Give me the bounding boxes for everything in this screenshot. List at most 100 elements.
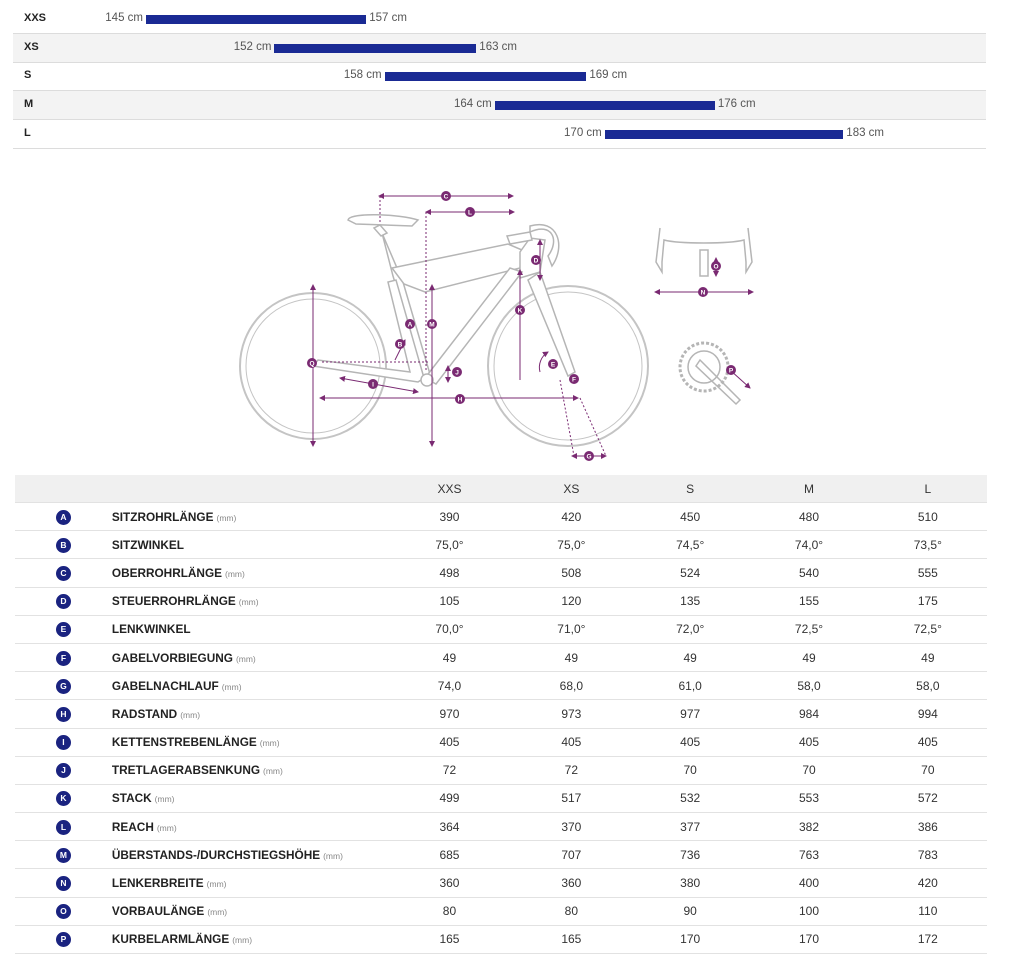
value-cell-l: 405 <box>868 727 987 757</box>
value-cell-l: 175 <box>868 586 987 616</box>
table-row: O VORBAULÄNGE (mm) 80 80 90 100 110 <box>15 896 987 926</box>
table-row: C OBERROHRLÄNGE (mm) 498 508 524 540 555 <box>15 558 987 588</box>
dimension-badge-k: K <box>515 305 525 315</box>
dimension-badge-b: B <box>395 339 405 349</box>
bike-frame <box>311 213 576 385</box>
value-cell-s: 377 <box>631 812 750 841</box>
value-cell-xxs: 165 <box>387 924 512 955</box>
value-cell-xxs: 75,0° <box>387 530 512 559</box>
value-cell-xxs: 74,0 <box>387 671 512 700</box>
measurement-name: SITZWINKEL <box>111 537 184 552</box>
value-cell-xxs: 499 <box>387 783 512 813</box>
letter-badge: D <box>55 594 71 610</box>
value-cell-s: 90 <box>631 896 750 926</box>
header-letter <box>15 475 112 503</box>
value-cell-xxs: 49 <box>387 642 512 672</box>
measurement-name: RADSTAND <box>111 706 178 721</box>
dimension-badge-h: H <box>455 394 465 404</box>
value-cell-m: 74,0° <box>749 530 869 559</box>
svg-text:D: D <box>534 258 539 265</box>
measurement-name: KETTENSTREBENLÄNGE <box>111 735 257 750</box>
measurement-name: STACK <box>111 791 152 806</box>
size-min-height: 170 cm <box>564 126 602 139</box>
letter-badge: E <box>55 622 71 638</box>
value-cell-s: 524 <box>631 558 750 588</box>
dimension-badge-j: J <box>452 367 462 377</box>
measurement-name-cell: STACK (mm) <box>111 783 388 813</box>
value-cell-xxs: 390 <box>387 501 512 531</box>
value-cell-l: 783 <box>868 840 987 869</box>
value-cell-s: 70 <box>631 755 750 785</box>
row-letter-cell: C <box>15 558 112 588</box>
letter-badge: H <box>55 706 71 722</box>
table-row: M ÜBERSTANDS-/DURCHSTIEGSHÖHE (mm) 685 707 73… <box>15 840 987 869</box>
value-cell-s: 72,0° <box>631 614 750 644</box>
value-cell-m: 72,5° <box>749 614 869 644</box>
dimension-badge-g: G <box>584 451 594 461</box>
value-cell-m: 763 <box>749 840 869 869</box>
measurement-unit: (mm) <box>180 709 201 720</box>
bike-geometry-diagram: C L D O N A M K B Q J E F P I H G <box>239 191 754 461</box>
value-cell-l: 510 <box>868 501 987 531</box>
measurement-unit: (mm) <box>207 907 228 918</box>
svg-text:H: H <box>458 397 463 404</box>
header-size-xs: XS <box>511 475 632 503</box>
measurement-unit: (mm) <box>221 681 242 692</box>
value-cell-l: 994 <box>868 699 987 728</box>
size-label: XXS <box>24 12 47 24</box>
size-max-height: 163 cm <box>479 40 518 53</box>
measurement-unit: (mm) <box>259 738 280 749</box>
size-row-s: S 158 cm 169 cm <box>13 62 986 92</box>
value-cell-l: 555 <box>868 558 987 588</box>
letter-badge: J <box>55 763 71 779</box>
value-cell-s: 532 <box>631 783 750 813</box>
value-cell-xxs: 685 <box>387 840 512 869</box>
value-cell-l: 70 <box>868 755 987 785</box>
svg-text:C: C <box>444 194 449 201</box>
measurement-unit: (mm) <box>263 766 283 777</box>
value-cell-xxs: 72 <box>387 755 512 785</box>
value-cell-l: 572 <box>868 783 987 813</box>
row-letter-cell: P <box>15 924 112 955</box>
value-cell-xs: 973 <box>511 699 632 728</box>
value-cell-l: 73,5° <box>868 530 987 559</box>
measurement-name-cell: KURBELARMLÄNGE (mm) <box>111 924 388 955</box>
front-wheel <box>487 285 649 447</box>
dimension-badge-d: D <box>531 255 541 265</box>
measurement-name: ÜBERSTANDS-/DURCHSTIEGSHÖHE <box>111 847 321 862</box>
row-letter-cell: O <box>15 896 112 926</box>
row-letter-cell: L <box>15 812 112 841</box>
size-max-height: 176 cm <box>717 98 756 111</box>
dimension-badge-c: C <box>441 191 451 201</box>
letter-badge: G <box>55 678 71 694</box>
letter-badge: A <box>55 509 71 525</box>
value-cell-xxs: 364 <box>387 812 512 841</box>
measurement-name-cell: LENKWINKEL <box>111 614 388 644</box>
value-cell-xs: 165 <box>511 924 632 955</box>
size-min-height: 152 cm <box>233 40 272 53</box>
value-cell-l: 58,0 <box>868 671 987 700</box>
measurement-unit: (mm) <box>154 794 175 805</box>
row-letter-cell: G <box>15 671 112 700</box>
svg-text:B: B <box>398 342 403 349</box>
measurement-unit: (mm) <box>235 653 256 664</box>
value-cell-s: 450 <box>631 501 750 531</box>
measurement-unit: (mm) <box>323 850 343 861</box>
value-cell-m: 155 <box>749 586 869 616</box>
value-cell-m: 70 <box>749 755 869 785</box>
value-cell-xs: 120 <box>511 586 632 616</box>
value-cell-m: 400 <box>749 868 869 898</box>
size-max-height: 157 cm <box>369 12 407 24</box>
table-row: E LENKWINKEL 70,0° 71,0° 72,0° 72,5° 72,5° <box>15 614 987 644</box>
table-row: F GABELVORBIEGUNG (mm) 49 49 49 49 49 <box>15 642 987 672</box>
value-cell-m: 49 <box>749 642 869 672</box>
dimension-badge-m: M <box>427 319 437 329</box>
row-letter-cell: F <box>15 642 112 672</box>
measurement-unit: (mm) <box>225 568 245 579</box>
value-cell-xs: 68,0 <box>511 671 632 700</box>
size-label: XS <box>24 40 39 53</box>
table-header-row: XXS XS S M L <box>15 475 987 503</box>
row-letter-cell: K <box>15 783 112 813</box>
svg-text:F: F <box>572 377 576 384</box>
table-row: B SITZWINKEL 75,0° 75,0° 74,5° 74,0° 73,5° <box>15 530 987 559</box>
